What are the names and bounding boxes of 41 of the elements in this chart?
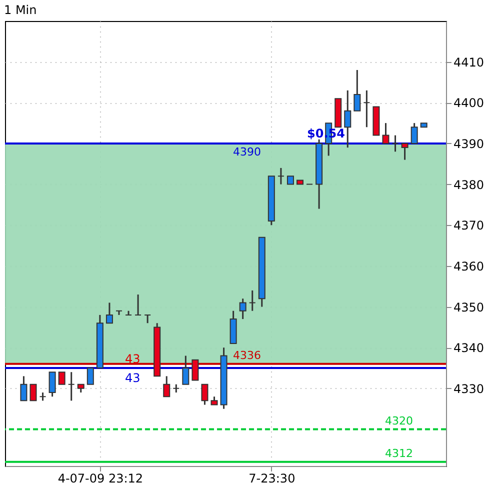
y-tick-label: 4380 <box>454 178 484 192</box>
y-tick-label: 4410 <box>454 55 484 70</box>
ref-line-label: 4390 <box>233 145 261 158</box>
ref-line-label: 4336 <box>233 348 261 362</box>
ref-line-label: 4312 <box>385 446 413 460</box>
candlestick <box>410 122 418 144</box>
y-tick-label: 4370 <box>454 218 484 233</box>
candlestick <box>401 142 408 161</box>
candlestick <box>354 69 361 112</box>
candlestick <box>144 314 152 324</box>
candlestick <box>192 359 199 381</box>
candlestick <box>201 384 208 406</box>
candlestick <box>277 167 284 186</box>
candlestick <box>68 371 75 402</box>
candlestick <box>344 90 352 148</box>
annotation: 43 <box>125 371 140 386</box>
y-tick-label: 4390 <box>454 136 484 151</box>
candlestick <box>163 375 170 398</box>
candlestick <box>363 90 370 128</box>
candlestick <box>20 375 28 402</box>
candlestick <box>182 355 190 386</box>
candlestick <box>30 384 37 402</box>
candlestick <box>248 290 256 312</box>
candlestick <box>58 372 66 385</box>
candlestick <box>392 134 399 152</box>
candlestick <box>86 368 94 385</box>
x-tick-label: 4-07-09 23:12 <box>58 472 144 486</box>
ref-line-label: 4320 <box>385 414 413 428</box>
y-tick-label: 4330 <box>454 382 484 396</box>
y-tick-label: 4400 <box>454 96 484 110</box>
y-tick-label: 4340 <box>454 341 484 356</box>
candlestick <box>106 302 113 324</box>
candlestick <box>48 371 56 398</box>
y-tick-label: 4350 <box>454 300 484 314</box>
annotation: 43 <box>125 352 140 366</box>
y-tick-label: 4360 <box>454 259 484 274</box>
chart-title: 1 Min <box>4 3 37 17</box>
candlestick <box>382 122 390 144</box>
candlestick <box>239 298 246 320</box>
candlestick <box>134 294 142 316</box>
x-tick-label: 7-23:30 <box>248 472 296 486</box>
